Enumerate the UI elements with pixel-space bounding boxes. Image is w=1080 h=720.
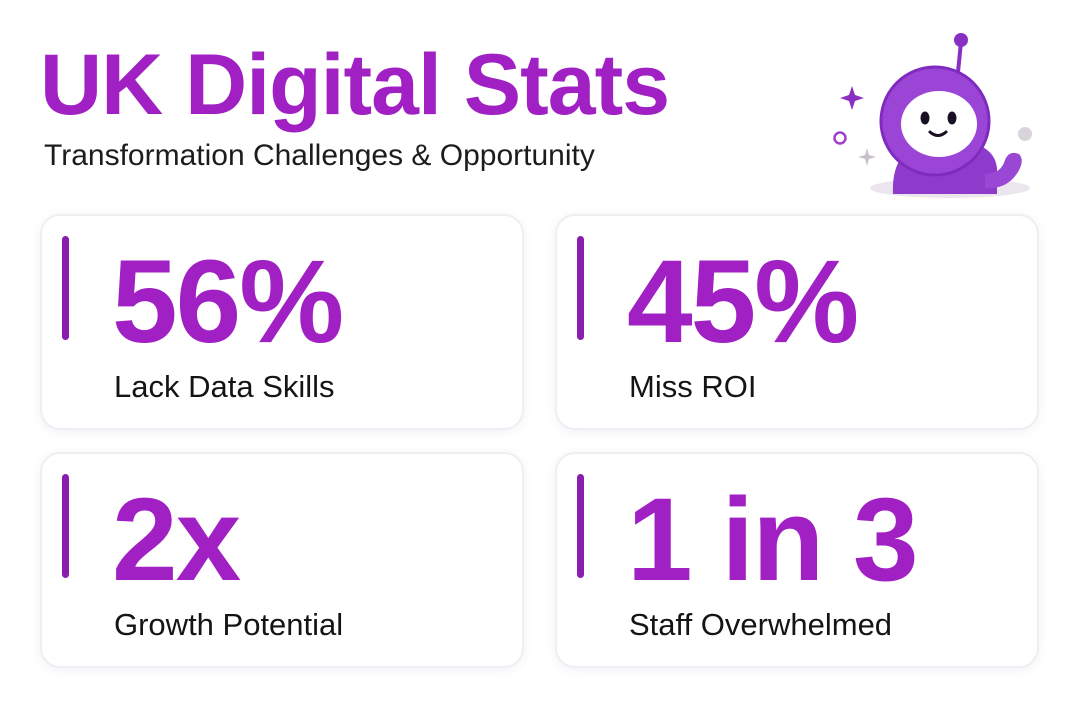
card-accent-bar <box>577 236 584 340</box>
stat-card-staff-overwhelmed: 1 in 3 Staff Overwhelmed <box>555 452 1039 668</box>
stat-value: 1 in 3 <box>627 474 919 606</box>
page-title: UK Digital Stats <box>40 37 670 133</box>
stat-value: 56% <box>112 236 344 368</box>
stat-label: Staff Overwhelmed <box>629 607 893 642</box>
card-accent-bar <box>62 236 69 340</box>
stat-label: Growth Potential <box>114 607 344 642</box>
stat-value: 2x <box>112 474 241 606</box>
page-subtitle: Transformation Challenges & Opportunity <box>44 139 595 172</box>
card-accent-bar <box>577 474 584 578</box>
stat-card-miss-roi: 45% Miss ROI <box>555 214 1039 430</box>
card-accent-bar <box>62 474 69 578</box>
robot-mascot-icon <box>833 33 1032 198</box>
stat-card-lack-data-skills: 56% Lack Data Skills <box>40 214 524 430</box>
stat-label: Lack Data Skills <box>114 369 335 404</box>
stat-label: Miss ROI <box>629 369 757 404</box>
stat-value: 45% <box>627 236 859 368</box>
stat-card-growth-potential: 2x Growth Potential <box>40 452 524 668</box>
